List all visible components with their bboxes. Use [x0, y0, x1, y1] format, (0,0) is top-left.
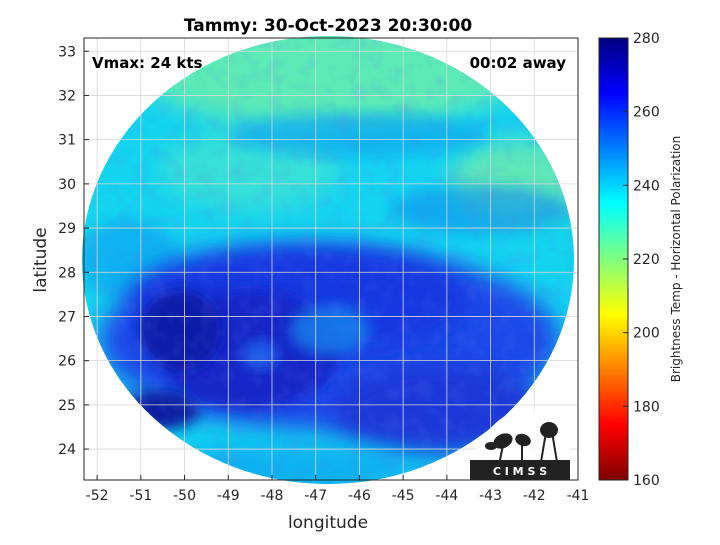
x-tick-label: -50 — [173, 488, 196, 504]
vmax-label: Vmax: 24 kts — [92, 54, 202, 72]
colorbar-label: Brightness Temp - Horizontal Polarizatio… — [669, 136, 683, 383]
y-tick-label: 33 — [58, 44, 76, 60]
y-tick-label: 24 — [58, 442, 76, 458]
x-tick-label: -51 — [129, 488, 152, 504]
x-tick-label: -45 — [392, 488, 415, 504]
x-tick-label: -48 — [261, 488, 284, 504]
cimss-logo: C I M S S — [470, 409, 570, 480]
y-tick-label: 31 — [58, 133, 76, 149]
colorbar-ticks: 160 180 200 220 240 260 280 — [623, 31, 660, 489]
y-tick-label: 28 — [58, 265, 76, 281]
colorbar-tick-label: 180 — [633, 399, 660, 415]
x-tick-label: -46 — [348, 488, 371, 504]
y-tick-label: 29 — [58, 221, 76, 237]
colorbar-tick-label: 260 — [633, 105, 660, 121]
colorbar-tick-label: 280 — [633, 31, 660, 47]
plot-frame — [83, 37, 579, 481]
x-tick-label: -43 — [479, 488, 502, 504]
x-tick-label: -41 — [567, 488, 590, 504]
y-axis-label: latitude — [31, 227, 51, 292]
x-tick-label: -49 — [217, 488, 240, 504]
x-tick-label: -44 — [435, 488, 458, 504]
x-tick-label: -52 — [86, 488, 109, 504]
x-tick-label: -42 — [523, 488, 546, 504]
colorbar-tick-label: 200 — [633, 326, 660, 342]
time-away-label: 00:02 away — [470, 54, 567, 72]
y-axis: 24 25 26 27 28 29 30 31 32 33 — [58, 44, 89, 458]
y-tick-label: 26 — [58, 354, 76, 370]
x-axis: -52 -51 -50 -49 -48 -47 -46 -45 -44 -43 -42 -41 — [86, 475, 590, 504]
colorbar-tick-label: 220 — [633, 252, 660, 268]
y-tick-label: 25 — [58, 398, 76, 414]
x-tick-label: -47 — [304, 488, 327, 504]
colorbar-tick-label: 240 — [633, 178, 660, 194]
y-tick-label: 30 — [58, 177, 76, 193]
y-tick-label: 27 — [58, 309, 76, 325]
x-axis-label: longitude — [288, 513, 368, 533]
y-tick-label: 32 — [58, 88, 76, 104]
chart-title: Tammy: 30-Oct-2023 20:30:00 — [184, 16, 472, 36]
colorbar-tick-label: 160 — [633, 473, 660, 489]
cimss-logo-text: C I M S S — [493, 465, 547, 478]
